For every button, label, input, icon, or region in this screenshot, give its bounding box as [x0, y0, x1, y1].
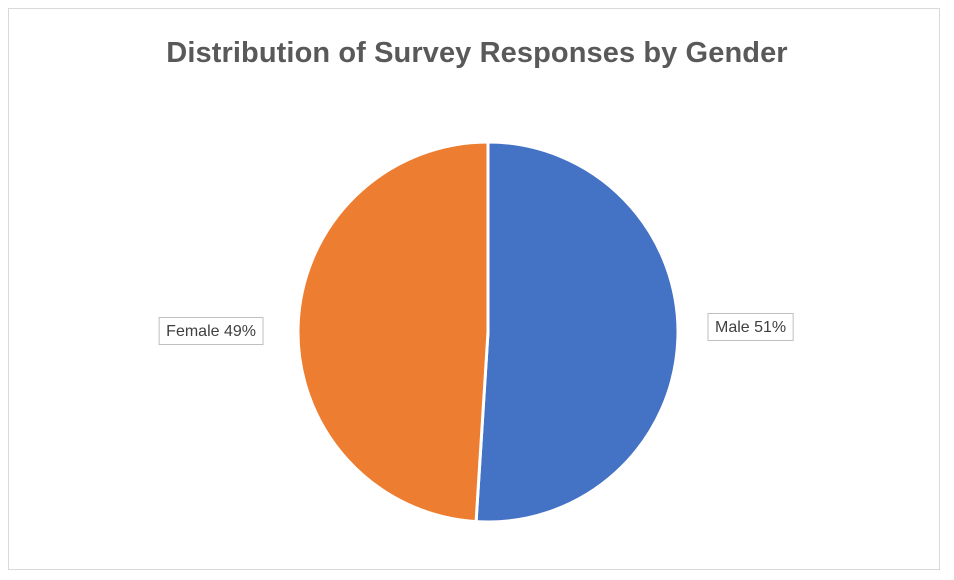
pie-slice-female [296, 140, 490, 524]
data-label-box [707, 312, 794, 342]
data-label-female: Female 49% [158, 316, 264, 346]
data-label-male: Male 51% [707, 312, 794, 342]
data-label-text: Female 49% [166, 323, 256, 340]
data-label-box [158, 316, 264, 346]
data-label-text: Male 51% [715, 319, 786, 336]
chart-title: Distribution of Survey Responses by Gend… [166, 37, 788, 69]
pie-slice-male [474, 140, 680, 524]
